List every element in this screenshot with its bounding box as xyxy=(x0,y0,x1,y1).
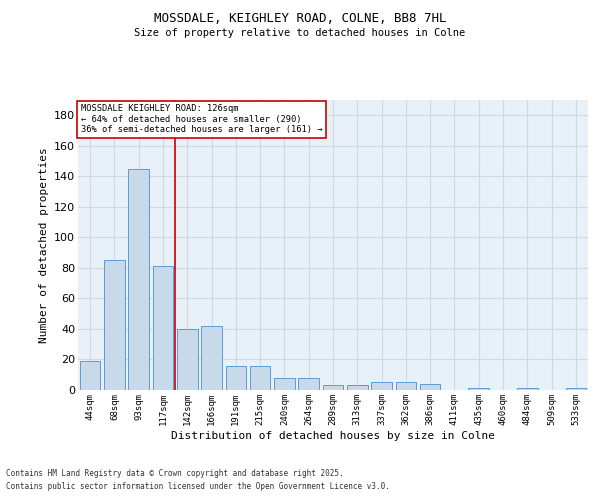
Bar xyxy=(201,326,222,390)
Bar xyxy=(395,382,416,390)
Text: Contains public sector information licensed under the Open Government Licence v3: Contains public sector information licen… xyxy=(6,482,390,491)
Bar xyxy=(469,388,489,390)
Bar xyxy=(152,266,173,390)
Bar xyxy=(420,384,440,390)
Bar xyxy=(177,329,197,390)
Text: MOSSDALE, KEIGHLEY ROAD, COLNE, BB8 7HL: MOSSDALE, KEIGHLEY ROAD, COLNE, BB8 7HL xyxy=(154,12,446,26)
Bar xyxy=(226,366,246,390)
Bar xyxy=(371,382,392,390)
Bar xyxy=(347,386,368,390)
Bar xyxy=(274,378,295,390)
X-axis label: Distribution of detached houses by size in Colne: Distribution of detached houses by size … xyxy=(171,430,495,440)
Bar xyxy=(323,386,343,390)
Y-axis label: Number of detached properties: Number of detached properties xyxy=(38,147,49,343)
Bar xyxy=(128,168,149,390)
Bar xyxy=(80,361,100,390)
Text: Contains HM Land Registry data © Crown copyright and database right 2025.: Contains HM Land Registry data © Crown c… xyxy=(6,468,344,477)
Bar xyxy=(517,388,538,390)
Bar xyxy=(298,378,319,390)
Bar xyxy=(250,366,271,390)
Bar xyxy=(566,388,586,390)
Text: Size of property relative to detached houses in Colne: Size of property relative to detached ho… xyxy=(134,28,466,38)
Bar xyxy=(104,260,125,390)
Text: MOSSDALE KEIGHLEY ROAD: 126sqm
← 64% of detached houses are smaller (290)
36% of: MOSSDALE KEIGHLEY ROAD: 126sqm ← 64% of … xyxy=(80,104,322,134)
